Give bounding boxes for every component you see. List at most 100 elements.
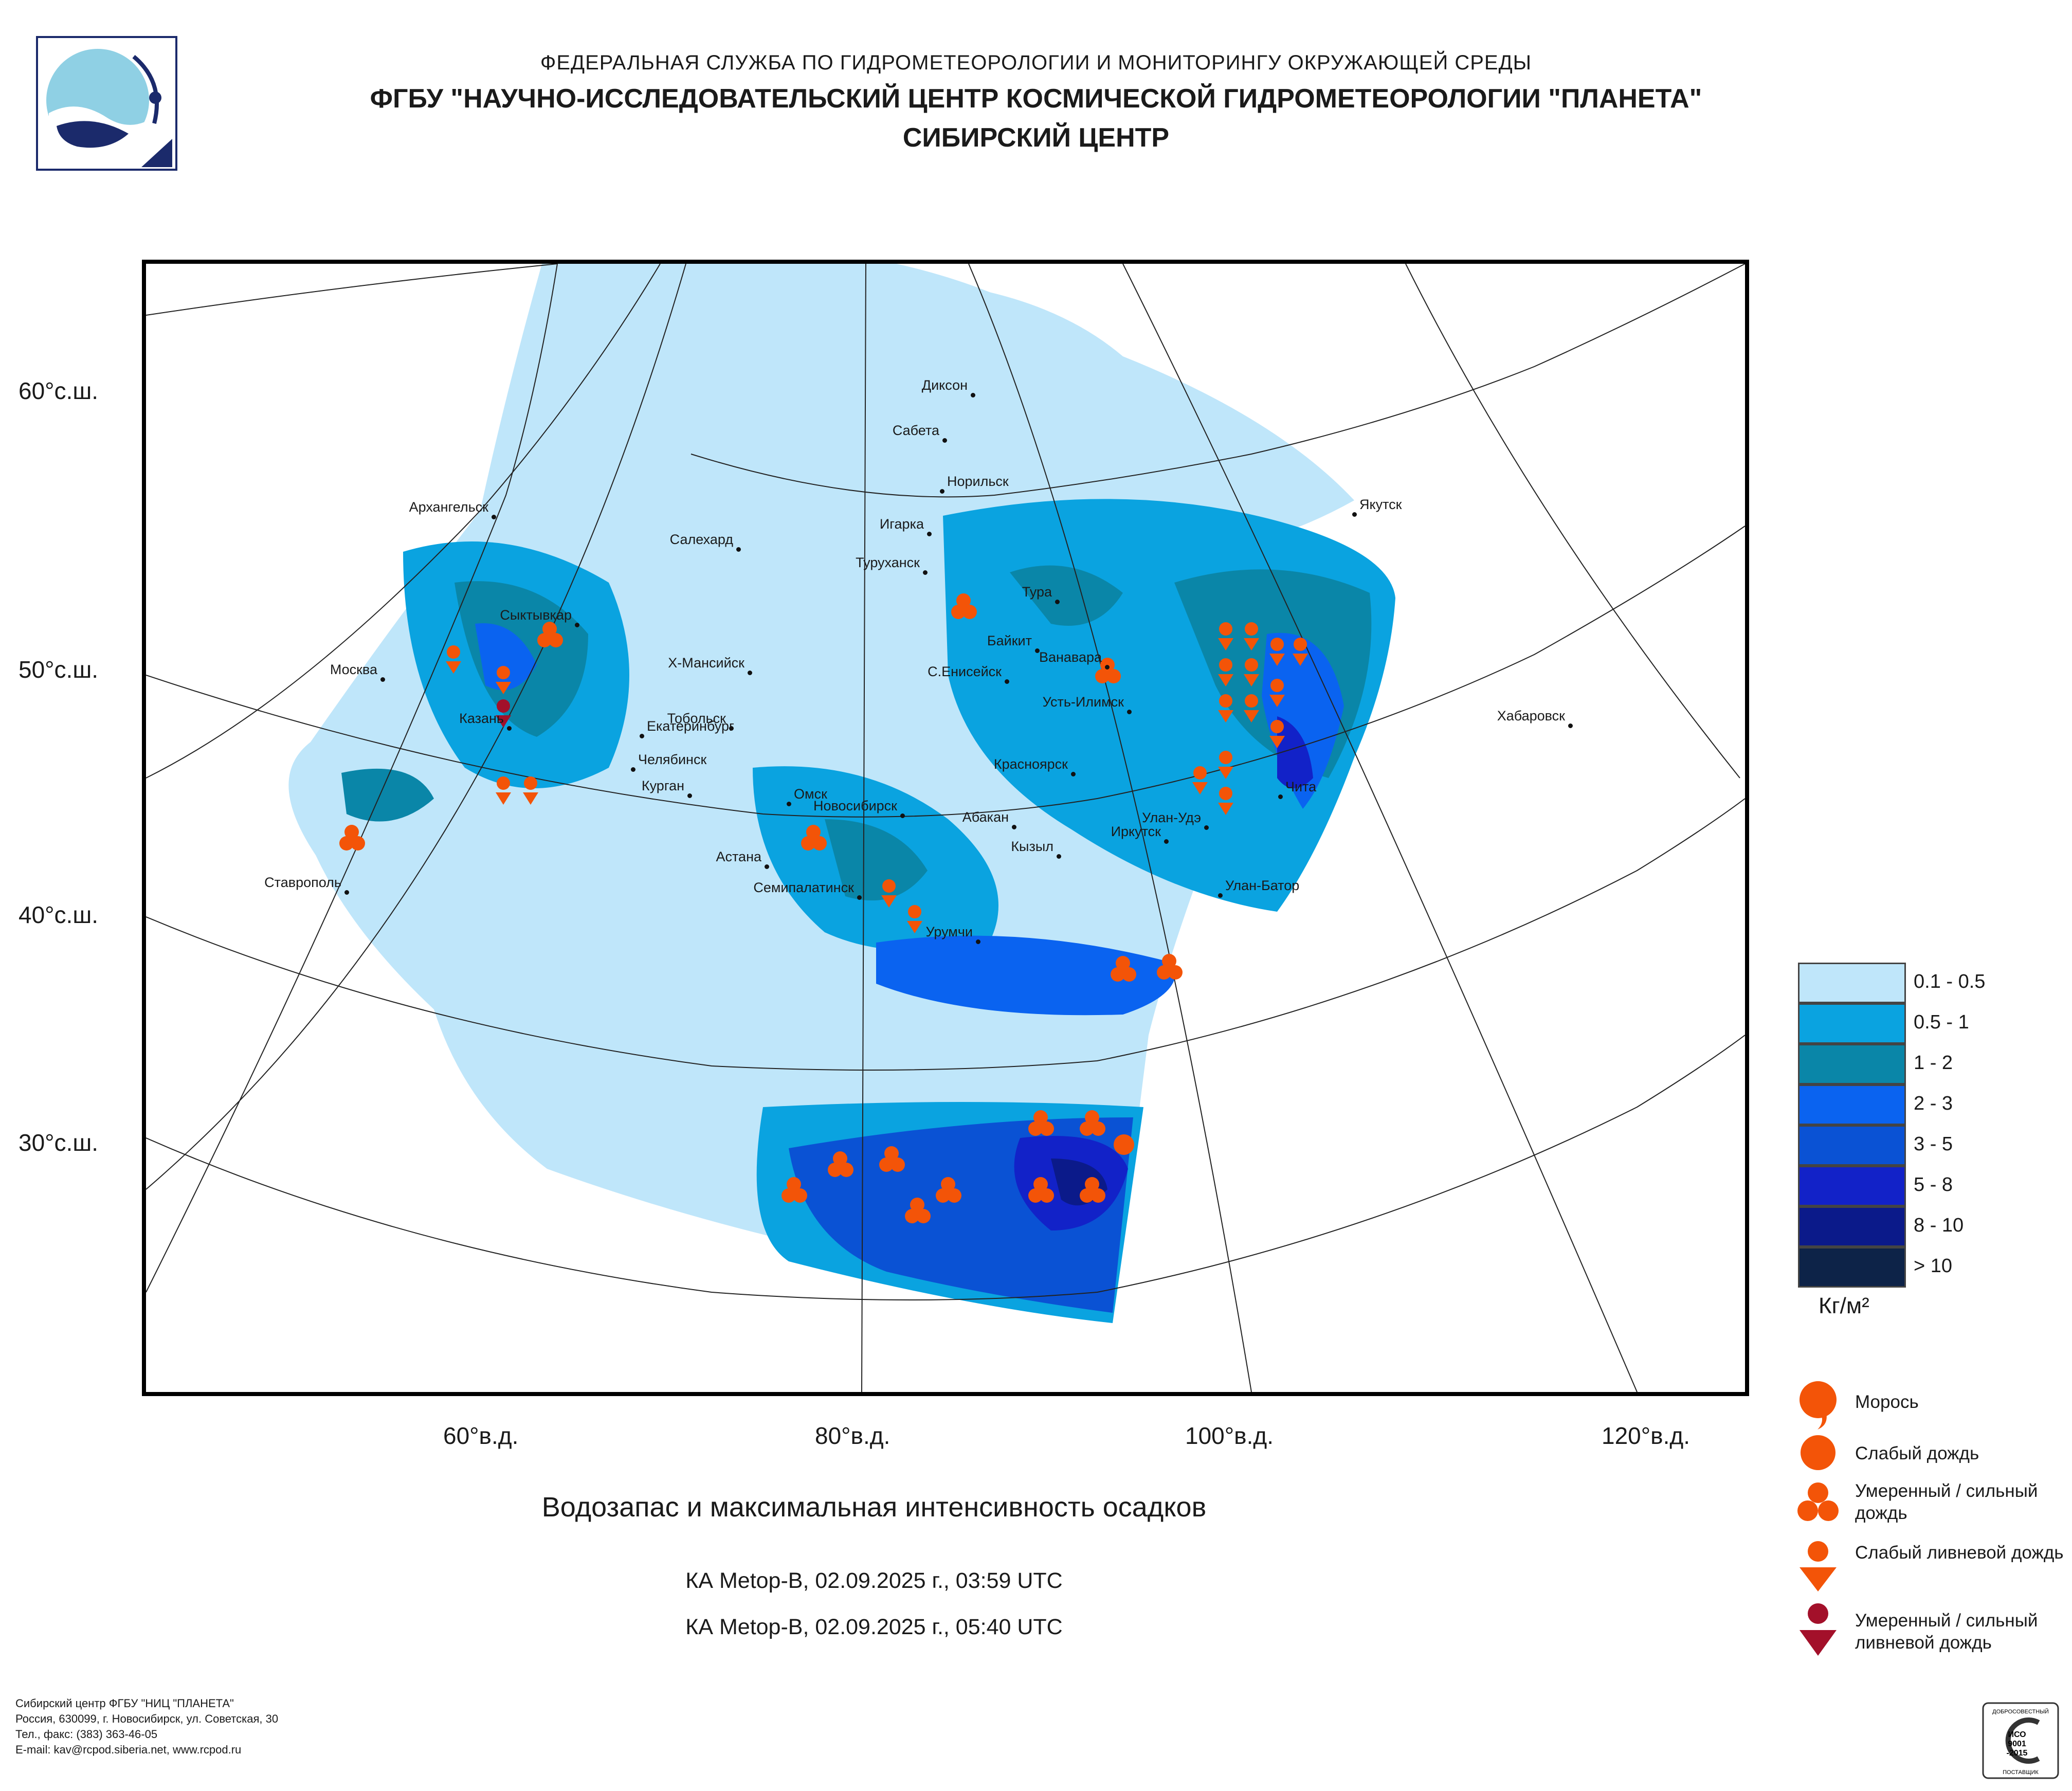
legend-label-7: 8 - 10: [1914, 1215, 1964, 1236]
city-label: Семипалатинск: [753, 880, 854, 895]
light-shower-symbol: [1192, 766, 1208, 794]
city-label: Екатеринбург: [647, 718, 734, 734]
city-marker: [1012, 825, 1016, 829]
city-marker: [1568, 723, 1573, 728]
light-shower-symbol: [1218, 751, 1233, 779]
city-label: Улан-Батор: [1225, 878, 1300, 893]
precip-symbols: [339, 593, 1308, 1223]
city-label: Красноярск: [993, 756, 1068, 772]
city-marker: [1204, 825, 1209, 830]
legend-swatch-6: [1798, 1166, 1906, 1206]
precip-label-light-shower: Слабый ливневой дождь: [1855, 1543, 2064, 1563]
city-label: Сабета: [892, 423, 939, 438]
light-rain-symbol: [1114, 1134, 1134, 1155]
lon-label-120e: 120°в.д.: [1602, 1422, 1690, 1449]
moderate-rain-symbol: [905, 1198, 931, 1223]
city-label: Урумчи: [925, 924, 973, 939]
legend-label-3: 1 - 2: [1914, 1052, 1953, 1074]
city-label: Ставрополь: [264, 875, 341, 890]
city-marker: [1071, 772, 1076, 776]
light-shower-icon: [1800, 1541, 1837, 1591]
city-marker: [507, 726, 512, 731]
legend-label-8: > 10: [1914, 1255, 1953, 1277]
city-marker: [736, 547, 741, 552]
city-label: Салехард: [669, 532, 733, 547]
map-area: Диксон Сабета Норильск Якутск Архангельск Ига…: [142, 260, 1749, 1396]
iso-certification-badge: ДОБРОСОВЕСТНЫЙ ИСО 9001 -2015 ПОСТАВЩИК: [1982, 1702, 2059, 1779]
city-label: Тура: [1022, 584, 1052, 600]
city-marker: [575, 623, 579, 627]
moderate-rain-symbol: [781, 1177, 807, 1203]
city-marker: [940, 489, 944, 494]
graticule: [146, 264, 1745, 1392]
city-label: Курган: [641, 778, 684, 793]
city-marker: [787, 802, 791, 806]
footer-line: Тел., факс: (383) 363-46-05: [15, 1728, 158, 1741]
city-label: Челябинск: [638, 752, 707, 767]
lon-label-80e: 80°в.д.: [815, 1422, 890, 1449]
city-marker: [1278, 794, 1283, 799]
city-label: Усть-Илимск: [1042, 694, 1124, 710]
legend-swatch-2: [1798, 1003, 1906, 1044]
moderate-rain-symbol: [537, 622, 563, 647]
city-marker: [492, 515, 496, 519]
city-label: Архангельск: [409, 499, 488, 515]
city-marker: [1057, 854, 1061, 859]
legend-swatch-4: [1798, 1084, 1906, 1125]
light-shower-symbol: [1244, 658, 1259, 686]
moderate-rain-symbol: [1028, 1110, 1054, 1136]
city-label: Тобольск: [667, 711, 726, 726]
footer-line: Россия, 630099, г. Новосибирск, ул. Сове…: [15, 1712, 279, 1725]
moderate-rain-icon: [1797, 1482, 1839, 1521]
light-shower-symbol: [1218, 694, 1233, 722]
city-marker: [1005, 679, 1009, 684]
planeta-logo: [36, 36, 177, 171]
light-rain-icon: [1801, 1435, 1835, 1470]
legend-swatch-8: [1798, 1247, 1906, 1288]
light-shower-symbol: [1293, 638, 1308, 666]
legend-label-6: 5 - 8: [1914, 1174, 1953, 1196]
city-label: Диксон: [921, 377, 968, 393]
lat-label-40n: 40°с.ш.: [19, 901, 99, 928]
city-marker: [344, 890, 349, 895]
legend-label-1: 0.1 - 0.5: [1914, 971, 1986, 992]
header-institute: ФГБУ "НАУЧНО-ИССЛЕДОВАТЕЛЬСКИЙ ЦЕНТР КОС…: [370, 84, 1702, 114]
city-marker: [729, 726, 734, 731]
light-shower-symbol: [881, 879, 897, 908]
moderate-rain-symbol: [1080, 1177, 1105, 1203]
legend-swatch-5: [1798, 1125, 1906, 1166]
moderate-rain-symbol: [339, 825, 365, 851]
lat-label-50n: 50°с.ш.: [19, 656, 99, 683]
light-shower-symbol: [1218, 787, 1233, 815]
iso-line3: -2015: [2007, 1749, 2028, 1758]
drizzle-icon: [1800, 1381, 1837, 1430]
moderate-rain-symbol: [936, 1177, 961, 1203]
city-label: Новосибирск: [813, 798, 897, 813]
satellite-pass-1: КА Metop-B, 02.09.2025 г., 03:59 UTC: [685, 1568, 1063, 1593]
city-label: Москва: [330, 662, 377, 677]
precip-label-light-rain: Слабый дождь: [1855, 1443, 1979, 1463]
city-label: Норильск: [947, 474, 1009, 489]
map-canvas: [146, 264, 1745, 1392]
city-label: Омск: [794, 786, 827, 802]
city-marker: [687, 793, 692, 798]
city-marker: [1055, 600, 1060, 604]
moderate-rain-symbol: [879, 1146, 905, 1172]
moderate-rain-symbol: [1111, 956, 1136, 982]
moderate-rain-symbol: [1028, 1177, 1054, 1203]
city-label: Х-Мансийск: [668, 655, 744, 671]
legend-label-2: 0.5 - 1: [1914, 1011, 1969, 1033]
city-marker: [927, 532, 932, 536]
footer-contacts: Сибирский центр ФГБУ "НИЦ "ПЛАНЕТА" Росс…: [15, 1696, 278, 1758]
header-agency: ФЕДЕРАЛЬНАЯ СЛУЖБА ПО ГИДРОМЕТЕОРОЛОГИИ …: [540, 51, 1532, 74]
light-shower-symbol: [496, 776, 511, 805]
city-label: Астана: [716, 849, 761, 864]
city-marker: [640, 734, 644, 738]
city-marker: [1105, 665, 1110, 670]
city-marker: [1164, 839, 1169, 844]
city-label: Игарка: [879, 516, 924, 532]
city-label: Кызыл: [1011, 839, 1053, 854]
footer-line: Сибирский центр ФГБУ "НИЦ "ПЛАНЕТА": [15, 1697, 234, 1710]
lat-label-60n: 60°с.ш.: [19, 377, 99, 404]
city-marker: [971, 393, 975, 397]
